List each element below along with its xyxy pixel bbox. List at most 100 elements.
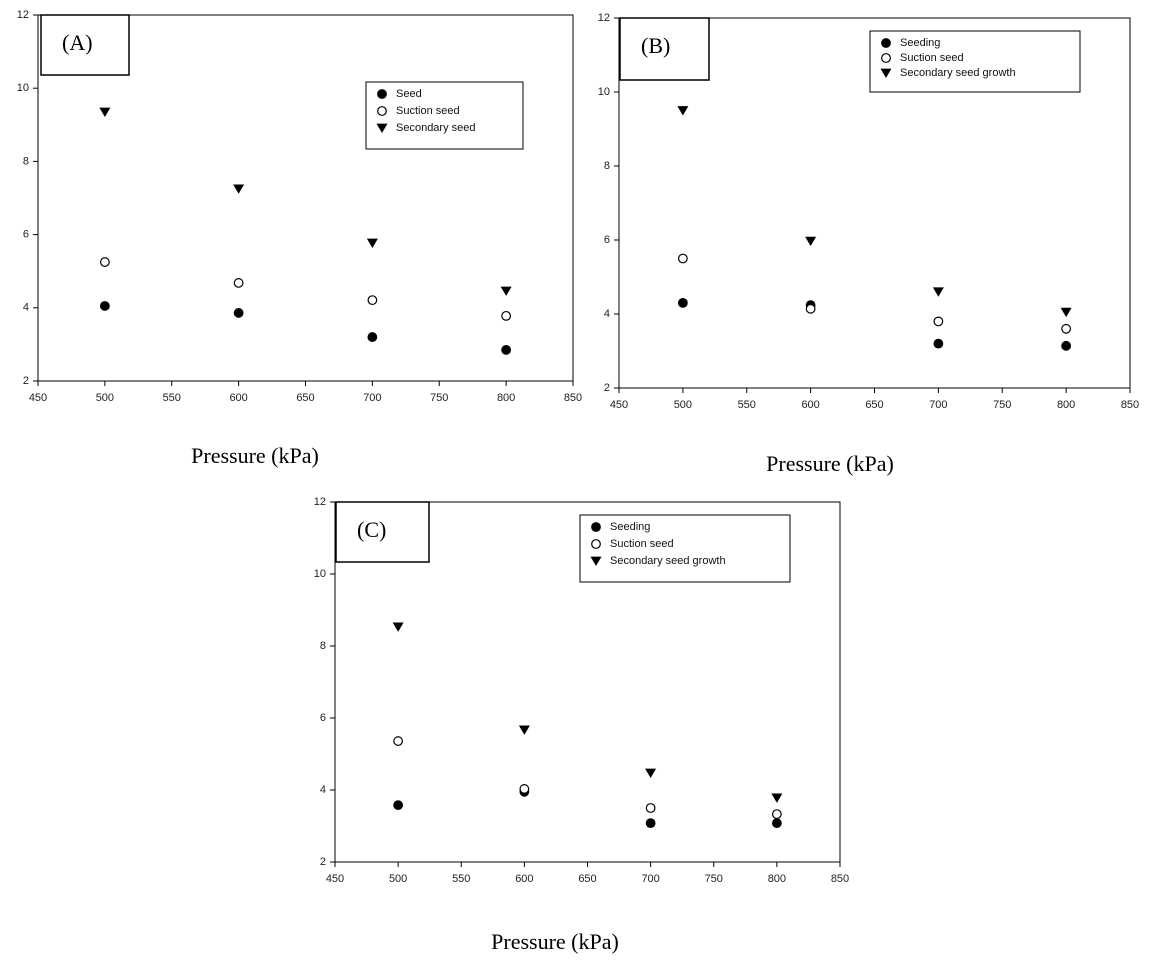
- legend-label: Suction seed: [610, 538, 674, 550]
- marker: [101, 258, 110, 267]
- legend-label: Seeding: [610, 521, 650, 533]
- y-tick-label: 6: [23, 229, 29, 241]
- marker: [773, 810, 782, 819]
- x-tick-label: 600: [229, 392, 247, 404]
- marker: [771, 794, 782, 803]
- marker: [367, 239, 378, 248]
- y-tick-label: 10: [17, 82, 29, 94]
- x-tick-label: 650: [865, 399, 883, 411]
- legend: Seeding Suction seed Secondary seed growth: [870, 31, 1080, 92]
- marker: [378, 90, 387, 99]
- x-tick-label: 550: [163, 392, 181, 404]
- x-axis-label: Pressure (kPa): [491, 929, 619, 954]
- marker: [592, 540, 601, 549]
- x-tick-label: 550: [738, 399, 756, 411]
- x-tick-label: 750: [993, 399, 1011, 411]
- marker: [882, 39, 891, 48]
- y-tick-label: 12: [314, 496, 326, 508]
- marker: [646, 819, 655, 828]
- legend-label: Seeding: [900, 37, 940, 49]
- x-axis-label: Pressure (kPa): [191, 443, 319, 468]
- marker: [520, 785, 529, 794]
- marker: [933, 287, 944, 296]
- x-tick-label: 550: [452, 873, 470, 885]
- marker: [99, 108, 110, 117]
- panel-label: (B): [641, 33, 670, 58]
- panel-label: (A): [62, 30, 93, 55]
- y-tick-label: 6: [604, 234, 610, 246]
- y-tick-label: 10: [598, 86, 610, 98]
- legend-label: Suction seed: [900, 52, 964, 64]
- marker: [677, 106, 688, 115]
- marker: [934, 339, 943, 348]
- marker: [393, 623, 404, 632]
- marker: [1062, 342, 1071, 351]
- marker: [234, 279, 243, 288]
- y-tick-label: 8: [604, 160, 610, 172]
- y-tick-label: 12: [598, 12, 610, 24]
- marker: [882, 54, 891, 63]
- x-tick-label: 500: [389, 873, 407, 885]
- x-tick-label: 800: [1057, 399, 1075, 411]
- x-tick-label: 700: [929, 399, 947, 411]
- legend-label: Seed: [396, 88, 422, 100]
- x-tick-label: 750: [430, 392, 448, 404]
- y-tick-label: 2: [604, 382, 610, 394]
- marker: [646, 804, 655, 813]
- figure: 2 4 6 8 10 12 450 500 550 600 650 700 750 800 850 Press…: [0, 0, 1151, 962]
- x-tick-label: 600: [801, 399, 819, 411]
- x-tick-label: 600: [515, 873, 533, 885]
- marker: [394, 801, 403, 810]
- x-tick-label: 800: [768, 873, 786, 885]
- marker: [934, 317, 943, 326]
- marker: [368, 333, 377, 342]
- y-tick-label: 6: [320, 712, 326, 724]
- x-tick-label: 800: [497, 392, 515, 404]
- x-tick-label: 500: [674, 399, 692, 411]
- y-tick-label: 4: [604, 308, 610, 320]
- panel-label: (C): [357, 517, 386, 542]
- marker: [773, 819, 782, 828]
- legend-label: Secondary seed growth: [610, 555, 726, 567]
- marker: [368, 296, 377, 305]
- marker: [501, 287, 512, 296]
- y-tick-label: 4: [320, 784, 326, 796]
- marker: [394, 737, 403, 746]
- y-tick-label: 2: [320, 856, 326, 868]
- marker: [645, 769, 656, 778]
- y-tick-label: 8: [320, 640, 326, 652]
- marker: [1061, 308, 1072, 317]
- marker: [1062, 325, 1071, 334]
- marker: [233, 184, 244, 193]
- legend: Seeding Suction seed Secondary seed growth: [580, 515, 790, 582]
- marker: [806, 305, 815, 314]
- x-tick-label: 650: [578, 873, 596, 885]
- x-tick-label: 750: [705, 873, 723, 885]
- x-tick-label: 850: [564, 392, 582, 404]
- y-tick-label: 12: [17, 9, 29, 21]
- x-tick-label: 700: [363, 392, 381, 404]
- y-tick-label: 8: [23, 155, 29, 167]
- y-tick-label: 4: [23, 302, 29, 314]
- legend-label: Secondary seed growth: [900, 67, 1016, 79]
- x-tick-label: 450: [326, 873, 344, 885]
- marker: [502, 312, 511, 321]
- x-tick-label: 650: [296, 392, 314, 404]
- y-tick-label: 2: [23, 375, 29, 387]
- legend-label: Secondary seed: [396, 122, 476, 134]
- marker: [519, 725, 530, 734]
- x-tick-label: 850: [831, 873, 849, 885]
- marker: [679, 299, 688, 308]
- marker: [234, 309, 243, 318]
- marker: [101, 302, 110, 311]
- marker: [502, 346, 511, 355]
- x-axis-label: Pressure (kPa): [766, 451, 894, 476]
- marker: [805, 237, 816, 246]
- x-tick-label: 450: [610, 399, 628, 411]
- marker: [378, 107, 387, 116]
- marker: [679, 254, 688, 263]
- x-tick-label: 700: [641, 873, 659, 885]
